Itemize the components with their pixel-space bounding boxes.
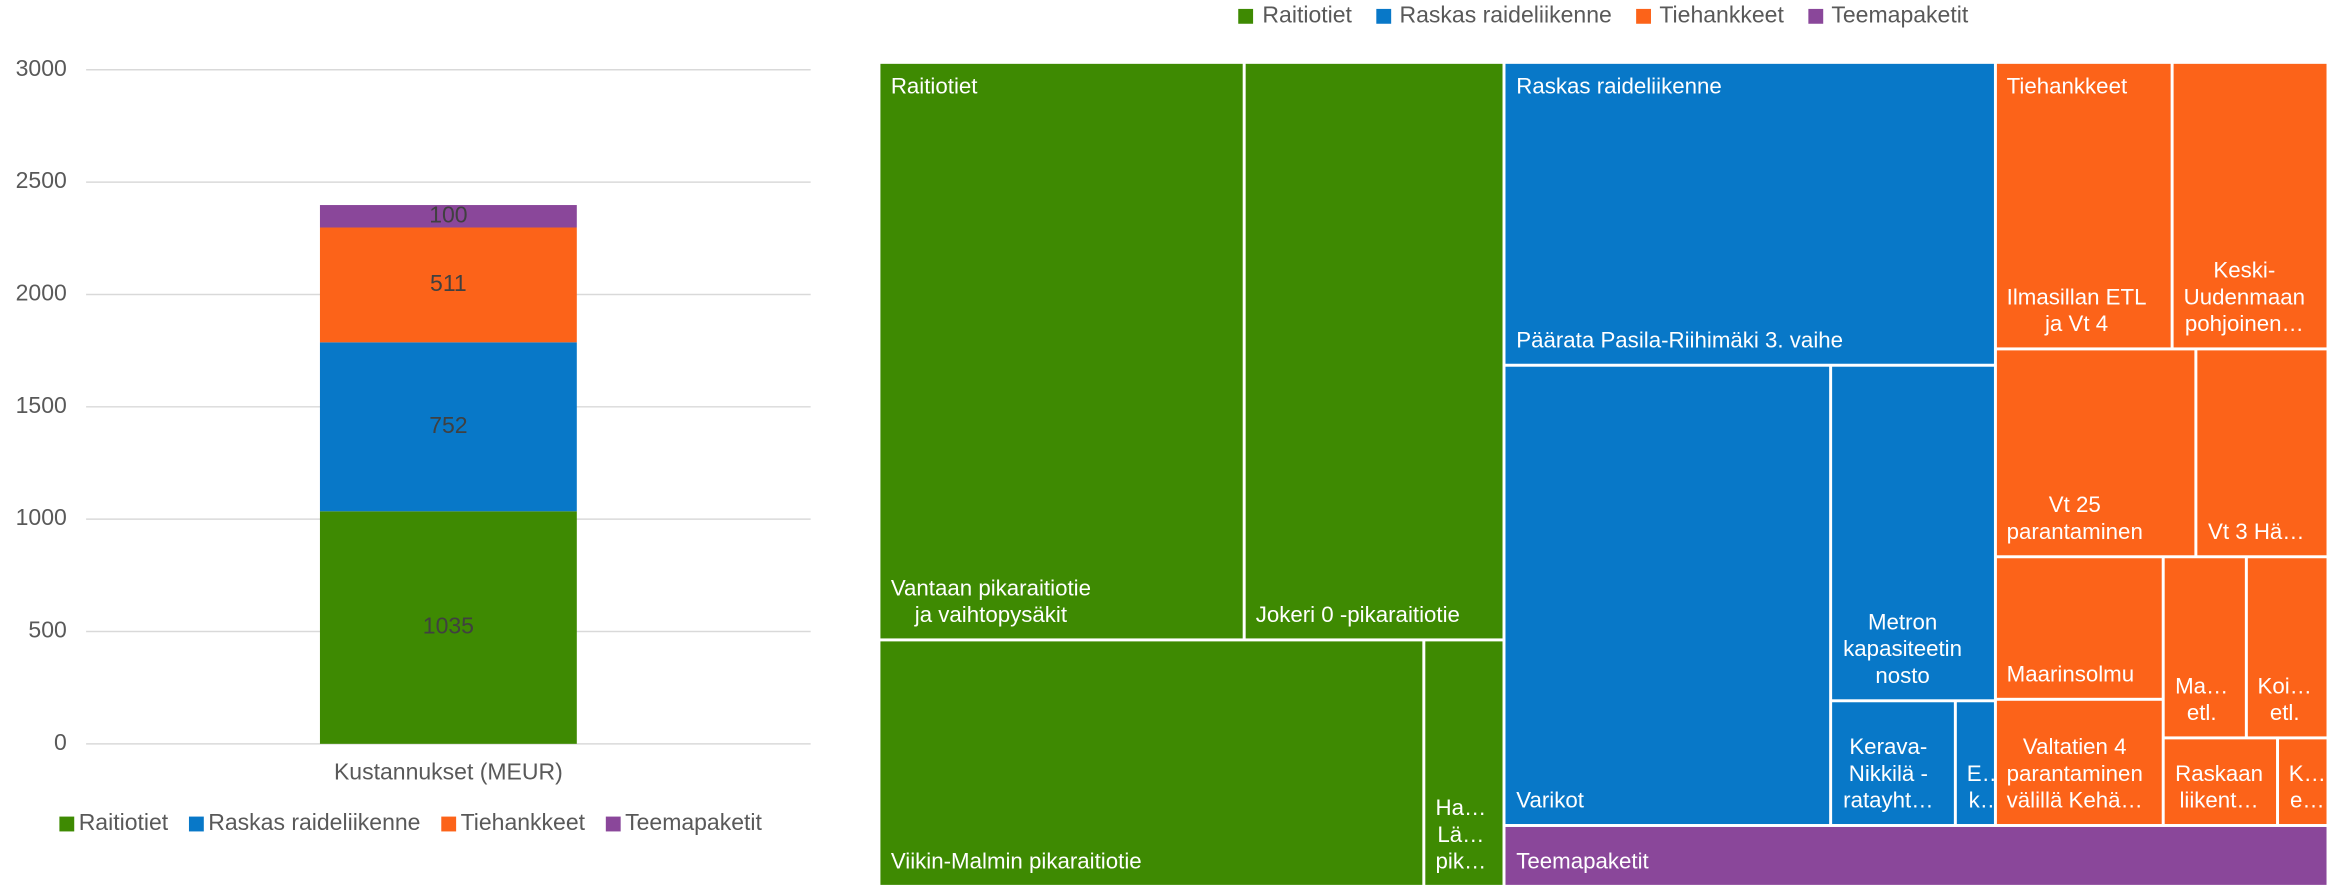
treemap-tile: Ma… etl.	[2164, 558, 2245, 737]
tile-label: Keski- Uudenmaan pohjoinen…	[2183, 258, 2306, 338]
legend-swatch	[1238, 8, 1254, 24]
legend-swatch	[59, 816, 75, 832]
tile-label: Metron kapasiteetin nosto	[1843, 610, 1963, 690]
tile-label: Ha… Lä… pik…	[1435, 795, 1487, 875]
treemap-tile: Maarinsolmu	[1996, 558, 2162, 698]
bar-segment	[319, 511, 577, 744]
treemap-legend: Raitiotiet Raskas raideliikenne Tiehankkee…	[879, 3, 2328, 30]
treemap-tile: Raitiotiet Vantaan pikaraitiotie ja vaiht…	[880, 63, 1243, 639]
tile-label: Maarinsolmu	[2006, 661, 2135, 687]
treemap-tile: Raskaan liikent…	[2164, 739, 2276, 825]
bar-segment	[319, 342, 577, 512]
tile-label: Jokeri 0 -pikaraitiotie	[1255, 602, 1460, 628]
y-tick-label: 2000	[16, 280, 67, 306]
y-tick-label: 3000	[16, 55, 67, 81]
treemap-tile: Raskas raideliikenne Päärata Pasila-Riihi…	[1505, 63, 1994, 365]
treemap-tile: Teemapaketit	[1505, 827, 2327, 885]
tile-label: Päärata Pasila-Riihimäki 3. vaihe	[1516, 328, 1844, 355]
data-label: 100	[429, 201, 467, 227]
x-tick-label: Kustannukset (MEUR)	[334, 759, 563, 785]
treemap-tile: Keski- Uudenmaan pohjoinen…	[2173, 63, 2327, 348]
treemap-tile: Metron kapasiteetin nosto	[1832, 367, 1994, 700]
legend-label: Tiehankkeet	[1659, 2, 1784, 29]
legend-label: Tiehankkeet	[461, 809, 586, 835]
treemap: Raitiotiet Vantaan pikaraitiotie ja vaiht…	[879, 62, 2328, 886]
data-label: 511	[430, 270, 467, 296]
y-tick-label: 500	[28, 617, 66, 643]
treemap-tile: Tiehankkeet Ilmasillan ETL ja Vt 4	[1996, 63, 2171, 348]
tile-label: Valtatien 4 parantaminen välillä Kehä…	[2006, 735, 2143, 815]
treemap-tile: Vt 3 Hä…	[2197, 350, 2327, 556]
tile-label: Varikot	[1516, 788, 1584, 815]
treemap-tile: Jokeri 0 -pikaraitiotie	[1245, 63, 1503, 639]
tile-label: Raskaan liikent…	[2175, 762, 2264, 815]
tile-label: Vt 3 Hä…	[2208, 519, 2305, 546]
tile-label: E… k…	[1966, 762, 1993, 815]
tile-label: Vt 25 parantaminen	[2006, 493, 2143, 546]
legend-swatch	[1635, 8, 1651, 24]
legend-label: Raskas raideliikenne	[208, 809, 420, 835]
legend-swatch	[1375, 8, 1391, 24]
legend-item: Raskas raideliikenne	[1375, 2, 1612, 30]
group-header: Raitiotiet	[890, 74, 978, 100]
legend-item: Raitiotiet	[1238, 2, 1352, 30]
y-tick-label: 2500	[16, 167, 67, 193]
tile-label: Koi… etl.	[2257, 674, 2312, 727]
data-label: 752	[429, 412, 467, 438]
bar-segment	[319, 205, 577, 228]
bar-chart: 0 500 1000 1500 2000 2500 3000 Kustannukset (ME…	[16, 55, 811, 835]
tile-label: K… e…	[2288, 762, 2326, 815]
group-header: Raskas raideliikenne	[1516, 74, 1722, 100]
treemap-tile: E… k…	[1956, 702, 1994, 825]
bar-segment	[319, 227, 577, 343]
legend: Raitiotiet Raskas raideliikenne Tiehankkee…	[59, 809, 763, 835]
treemap-tile: K… e…	[2278, 739, 2327, 825]
y-tick-label: 1500	[16, 392, 67, 418]
group-header: Tiehankkeet	[2006, 74, 2128, 100]
legend-swatch	[605, 816, 621, 832]
treemap-tile: Kerava- Nikkilä - ratayht…	[1832, 702, 1954, 825]
tile-label: Ilmasillan ETL ja Vt 4	[2006, 285, 2147, 338]
legend-label: Raitiotiet	[79, 809, 169, 835]
treemap-tile: Vt 25 parantaminen	[1996, 350, 2195, 556]
treemap-tile: Varikot	[1505, 367, 1830, 825]
legend-label: Raskas raideliikenne	[1399, 2, 1612, 29]
tile-label: Vantaan pikaraitiotie ja vaihtopysäkit	[890, 575, 1091, 628]
legend-item: Tiehankkeet	[1635, 2, 1784, 30]
tile-label: Teemapaketit	[1516, 849, 1649, 875]
treemap-tile: Ha… Lä… pik…	[1425, 641, 1503, 885]
legend-swatch	[188, 816, 204, 832]
legend-label: Raitiotiet	[1262, 2, 1352, 29]
y-tick-label: 0	[54, 729, 67, 755]
data-label: 1035	[423, 613, 474, 639]
treemap-tile: Koi… etl.	[2247, 558, 2327, 737]
legend-swatch	[441, 816, 457, 832]
legend-swatch	[1807, 8, 1823, 24]
legend-label: Teemapaketit	[1831, 2, 1969, 29]
tile-label: Ma… etl.	[2175, 674, 2229, 727]
tile-label: Viikin-Malmin pikaraitiotie	[890, 849, 1142, 875]
tile-label: Kerava- Nikkilä - ratayht…	[1843, 735, 1934, 815]
legend-item: Teemapaketit	[1807, 2, 1969, 30]
y-tick-label: 1000	[16, 504, 67, 530]
treemap-tile: Valtatien 4 parantaminen välillä Kehä…	[1996, 700, 2162, 825]
legend-label: Teemapaketit	[625, 809, 762, 835]
treemap-tile: Viikin-Malmin pikaraitiotie	[880, 641, 1423, 885]
